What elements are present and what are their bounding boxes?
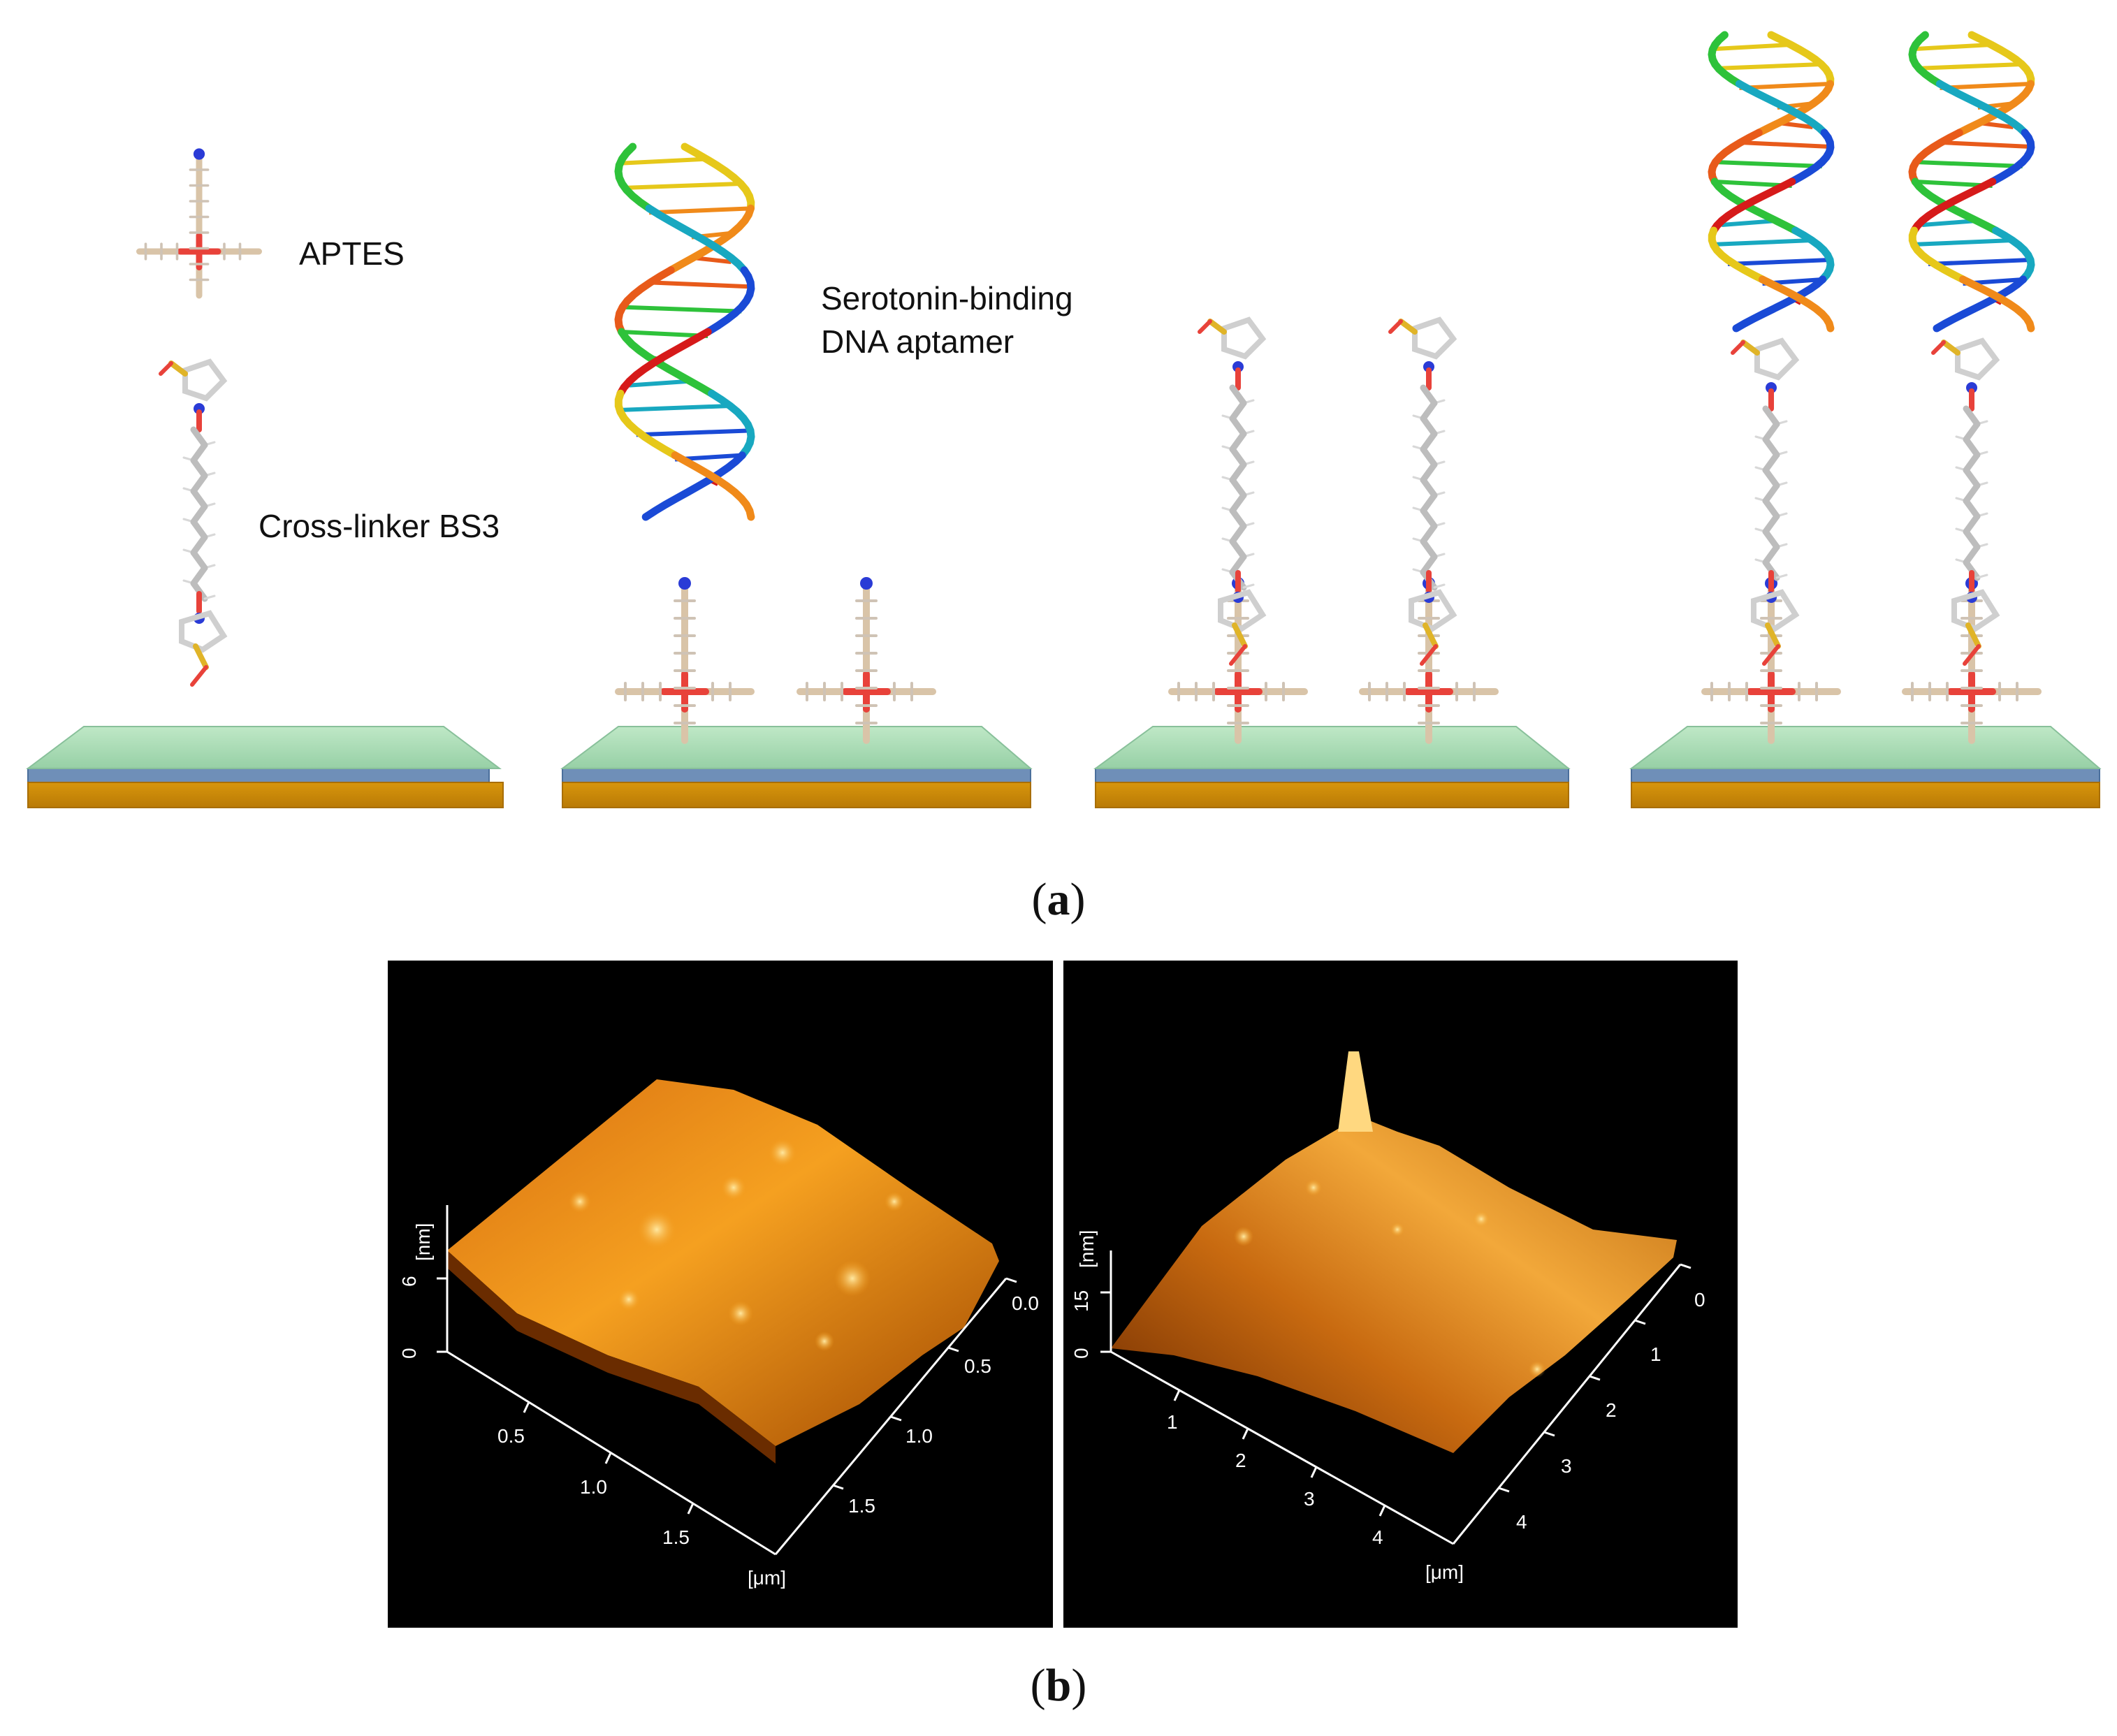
dna-aptamer: [614, 143, 755, 521]
aptes-molecules: [136, 148, 2042, 744]
substrate-3: [1093, 726, 1571, 808]
caption-a: (a): [1031, 874, 1086, 925]
caption-b: (b): [1030, 1660, 1087, 1711]
afm-left-y-tick: 1.0: [905, 1425, 933, 1447]
afm-left-xy-unit: [μm]: [748, 1567, 786, 1589]
aptes-molecule: [1902, 577, 2042, 744]
aptamer-label-line2: DNA aptamer: [821, 323, 1014, 360]
afm-right-z-tick: 0: [1070, 1348, 1092, 1359]
afm-left-surface: [447, 1079, 999, 1464]
aptes-molecule: [1168, 577, 1308, 744]
bs3-molecule: [159, 358, 228, 687]
afm-left-z-tick: 0: [398, 1348, 420, 1359]
afm-left-labels: 0 6 [nm] 0.5 1.0 1.5 0.0 0.5 1.0 1.5 [μm…: [398, 1223, 1039, 1589]
substrate-2: [560, 726, 1033, 808]
aptes-molecule: [136, 148, 262, 299]
afm-right-y-tick: 3: [1561, 1455, 1572, 1477]
afm-right-x-tick: 2: [1235, 1450, 1246, 1471]
aptamer-label-line1: Serotonin-binding: [821, 280, 1073, 316]
afm-left-z-tick: 6: [398, 1276, 420, 1287]
afm-right-z-tick: 15: [1070, 1290, 1092, 1312]
afm-right-x-tick: 3: [1304, 1488, 1315, 1510]
bs3-molecule: [1388, 316, 1457, 666]
substrate-1: [26, 726, 504, 808]
afm-left-y-tick: 1.5: [848, 1495, 875, 1517]
afm-right-xy-unit: [μm]: [1425, 1561, 1464, 1583]
bs3-crosslinker-molecules: [159, 316, 2000, 687]
caption-a-letter: a: [1047, 874, 1070, 925]
afm-right-y-tick: 4: [1516, 1511, 1527, 1533]
crosslinker-label: Cross-linker BS3: [259, 508, 500, 544]
afm-left-y-tick: 0.0: [1012, 1292, 1039, 1314]
bs3-molecule: [1731, 337, 1800, 666]
aptes-molecule: [615, 577, 755, 744]
afm-right-y-tick: 1: [1650, 1343, 1661, 1365]
afm-right-y-tick: 2: [1606, 1399, 1617, 1421]
afm-left-axes: [437, 1205, 1017, 1556]
aptes-molecule: [796, 577, 936, 744]
afm-right-axes: [1100, 1250, 1692, 1545]
aptes-molecule: [1359, 577, 1499, 744]
caption-b-letter: b: [1045, 1660, 1072, 1711]
dna-aptamer: [1908, 31, 2035, 333]
afm-right-labels: 0 15 [nm] 1 2 3 4 0 1 2 3 4 [μm]: [1070, 1230, 1705, 1583]
afm-left-x-tick: 0.5: [497, 1425, 525, 1447]
afm-right-x-tick: 4: [1372, 1526, 1383, 1548]
afm-right-y-tick: 0: [1694, 1289, 1705, 1311]
afm-left-x-tick: 1.0: [580, 1476, 607, 1498]
substrate-4: [1629, 726, 2102, 808]
afm-right-surface: [1111, 1051, 1677, 1453]
aptes-label: APTES: [299, 235, 405, 272]
bs3-molecule: [1931, 337, 2000, 666]
bs3-molecule: [1198, 316, 1267, 666]
afm-right-x-tick: 1: [1167, 1411, 1178, 1433]
afm-left-z-unit: [nm]: [412, 1223, 434, 1261]
dna-aptamer-molecules: [614, 31, 2035, 521]
afm-left-x-tick: 1.5: [662, 1526, 690, 1548]
afm-left-y-tick: 0.5: [964, 1355, 991, 1377]
afm-right-z-unit: [nm]: [1076, 1230, 1098, 1268]
dna-aptamer: [1708, 31, 1835, 333]
